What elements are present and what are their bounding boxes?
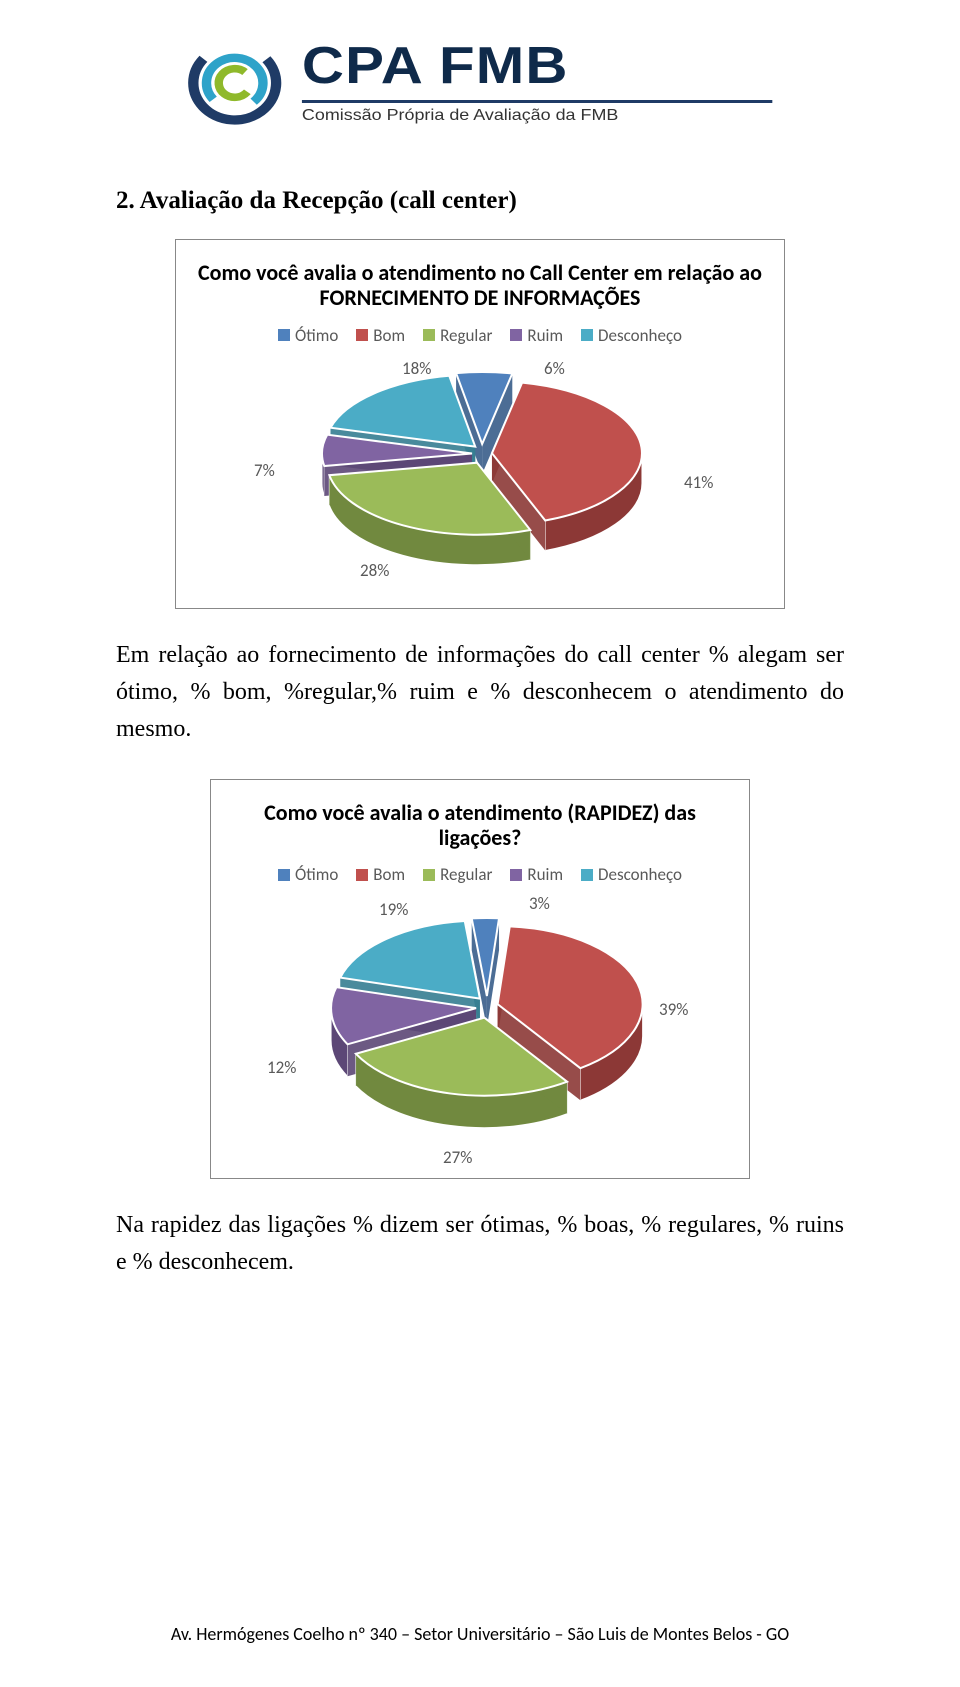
legend-item-desconheco: Desconheço	[581, 864, 682, 885]
swatch-otimo	[278, 869, 290, 881]
swatch-ruim	[510, 329, 522, 341]
chart2-title: Como você avalia o atendimento (RAPIDEZ)…	[227, 800, 733, 851]
legend-item-bom: Bom	[356, 325, 405, 346]
legend-label: Ruim	[527, 325, 563, 346]
legend-item-desconheco: Desconheço	[581, 325, 682, 346]
section-heading: 2. Avaliação da Recepção (call center)	[116, 187, 850, 215]
swatch-ruim	[510, 869, 522, 881]
chart2-pie	[317, 907, 657, 1147]
legend-label: Bom	[373, 864, 405, 885]
legend-label: Regular	[440, 864, 492, 885]
chart-rapidez-ligacoes: Como você avalia o atendimento (RAPIDEZ)…	[210, 779, 750, 1179]
chart2-label-ruim: 12%	[267, 1057, 296, 1078]
header-logo: CPA FMB Comissão Própria de Avaliação da…	[66, 40, 895, 125]
logo-text: CPA FMB Comissão Própria de Avaliação da…	[302, 40, 772, 125]
legend-label: Bom	[373, 325, 405, 346]
legend-item-otimo: Ótimo	[278, 325, 338, 346]
legend-item-regular: Regular	[423, 864, 492, 885]
logo-title: CPA FMB	[302, 40, 772, 92]
logo-subtitle: Comissão Própria de Avaliação da FMB	[302, 107, 772, 125]
chart1-pie	[302, 364, 662, 584]
legend-label: Desconheço	[598, 325, 682, 346]
page-footer: Av. Hermógenes Coelho nº 340 – Setor Uni…	[0, 1623, 960, 1645]
chart1-title: Como você avalia o atendimento no Call C…	[192, 260, 768, 311]
swatch-regular	[423, 329, 435, 341]
chart2-label-desconheco: 19%	[379, 899, 408, 920]
chart1-label-otimo: 6%	[544, 358, 565, 379]
paragraph-rapidez: Na rapidez das ligações % dizem ser ótim…	[116, 1207, 844, 1281]
swatch-desconheco	[581, 869, 593, 881]
chart1-pie-area: 6% 41% 28% 7% 18%	[192, 354, 768, 594]
swatch-otimo	[278, 329, 290, 341]
chart2-pie-area: 3% 39% 27% 12% 19%	[227, 893, 733, 1183]
legend-item-ruim: Ruim	[510, 325, 563, 346]
chart-fornecimento-informacoes: Como você avalia o atendimento no Call C…	[175, 239, 785, 609]
chart1-label-regular: 28%	[360, 560, 389, 581]
logo-icon	[188, 41, 282, 125]
swatch-regular	[423, 869, 435, 881]
logo-underline	[302, 100, 772, 103]
chart2-legend: Ótimo Bom Regular Ruim Desconheço	[227, 864, 733, 885]
legend-label: Ótimo	[295, 864, 338, 885]
chart1-legend: Ótimo Bom Regular Ruim Desconheço	[192, 325, 768, 346]
legend-item-bom: Bom	[356, 864, 405, 885]
chart1-label-ruim: 7%	[254, 460, 275, 481]
swatch-desconheco	[581, 329, 593, 341]
paragraph-fornecimento: Em relação ao fornecimento de informaçõe…	[116, 637, 844, 749]
legend-item-otimo: Ótimo	[278, 864, 338, 885]
legend-label: Ruim	[527, 864, 563, 885]
legend-item-regular: Regular	[423, 325, 492, 346]
chart1-label-desconheco: 18%	[402, 358, 431, 379]
legend-item-ruim: Ruim	[510, 864, 563, 885]
legend-label: Ótimo	[295, 325, 338, 346]
chart2-label-bom: 39%	[659, 999, 688, 1020]
chart2-label-regular: 27%	[443, 1147, 472, 1168]
legend-label: Regular	[440, 325, 492, 346]
swatch-bom	[356, 869, 368, 881]
chart2-label-otimo: 3%	[529, 893, 550, 914]
chart1-label-bom: 41%	[684, 472, 713, 493]
legend-label: Desconheço	[598, 864, 682, 885]
swatch-bom	[356, 329, 368, 341]
